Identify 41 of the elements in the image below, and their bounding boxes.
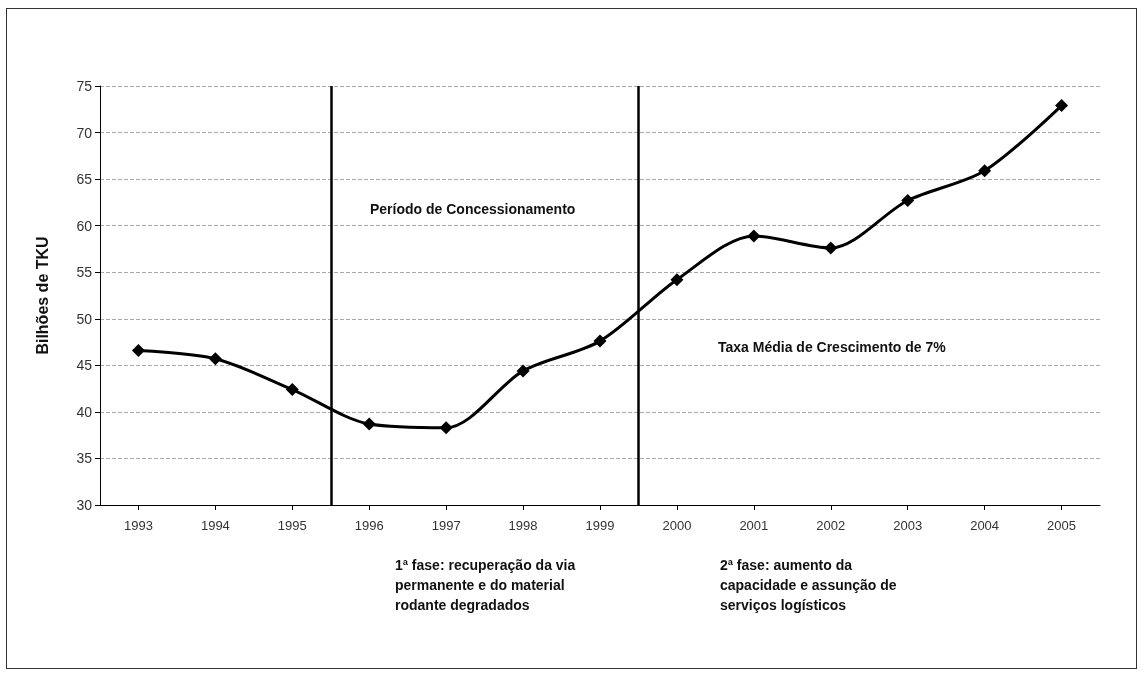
x-tick-label: 2003 <box>893 518 923 533</box>
point <box>516 364 530 378</box>
y-tick-label: 70 <box>76 124 93 141</box>
text: 2ª fase: aumento da capacidade e assunção de serviços logísticos <box>720 557 901 613</box>
point <box>1055 99 1069 113</box>
y-tick-label: 35 <box>76 450 93 467</box>
point <box>208 352 222 366</box>
annotation: Taxa Média de Crescimento de 7% <box>718 339 947 355</box>
y-tick-label: 45 <box>76 357 93 374</box>
x-tick-label: 1995 <box>277 518 307 533</box>
y-tick-label: 50 <box>76 310 93 327</box>
x-tick-label: 1993 <box>124 518 153 533</box>
point <box>670 273 684 287</box>
point <box>747 229 761 243</box>
x-tick-label: 2001 <box>739 518 769 533</box>
y-axis-title: Bilhões de TKU <box>33 236 51 355</box>
text: 1ª fase: recuperação da via permanente e do material rodante degradados <box>395 557 580 613</box>
y-tick-label: 65 <box>76 171 93 188</box>
point <box>439 421 453 435</box>
x-tick-label: 2005 <box>1047 518 1076 533</box>
point <box>593 334 607 348</box>
x-tick-label: 1997 <box>431 518 461 533</box>
point <box>285 383 299 397</box>
y-tick-label: 55 <box>76 264 93 281</box>
point <box>978 164 992 178</box>
y-tick-label: 75 <box>76 78 93 94</box>
x-tick-label: 2002 <box>816 518 846 533</box>
x-tick-label: 2004 <box>970 518 1000 533</box>
y-tick-label: 30 <box>76 497 93 513</box>
y-tick-label: 40 <box>76 403 93 420</box>
point <box>824 241 838 255</box>
x-tick-label: 2000 <box>662 518 692 533</box>
point <box>901 194 915 208</box>
point <box>131 343 145 357</box>
y-tick-label: 60 <box>76 217 93 234</box>
x-tick-label: 1994 <box>200 518 230 533</box>
x-tick-label: 1996 <box>354 518 384 533</box>
x-tick-label: 1998 <box>508 518 538 533</box>
point <box>362 417 376 431</box>
x-tick-label: 1999 <box>585 518 615 533</box>
annotation: Período de Concessionamento <box>370 201 576 217</box>
